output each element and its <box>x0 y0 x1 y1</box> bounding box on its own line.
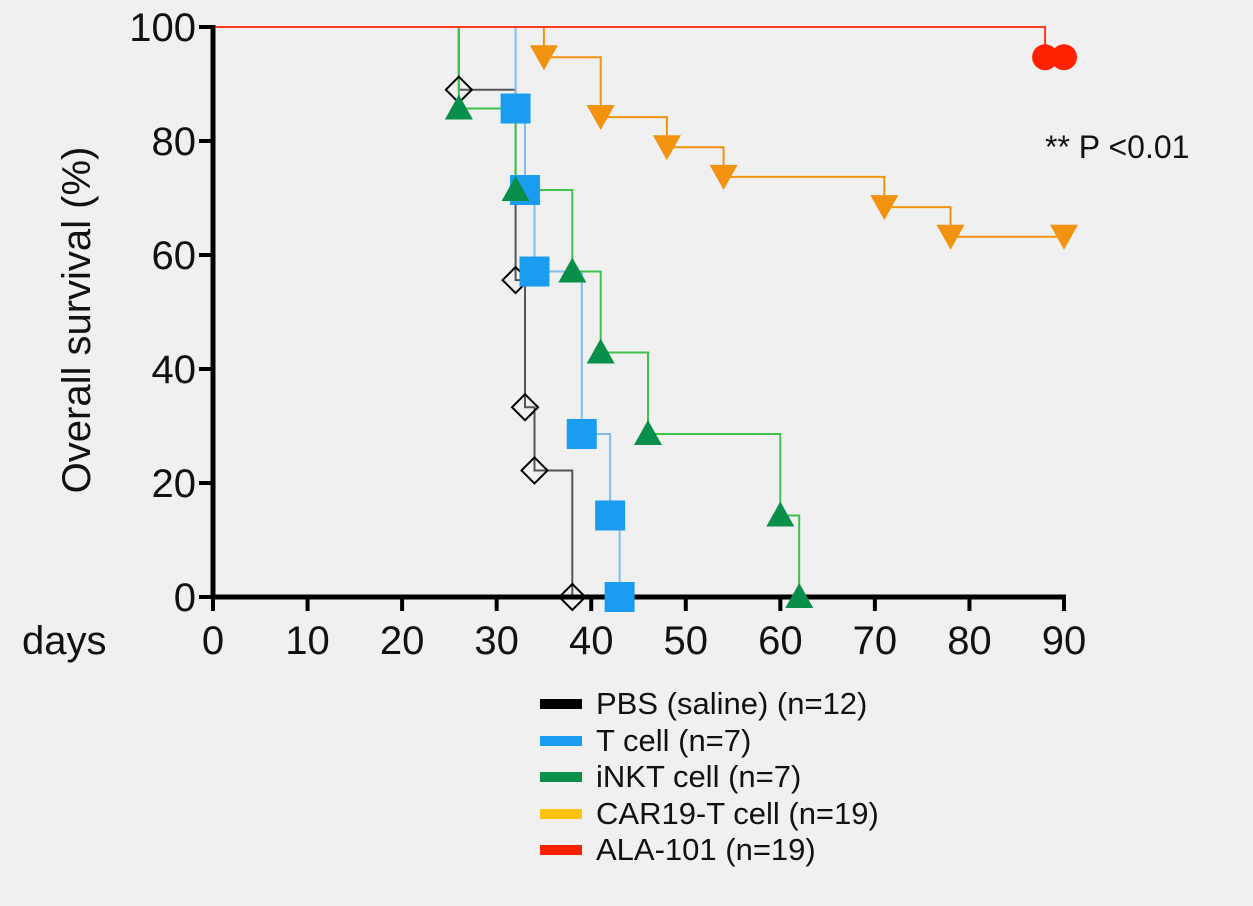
legend-label: T cell (n=7) <box>596 722 752 758</box>
x-tick-label: 40 <box>569 619 614 663</box>
legend-label: ALA-101 (n=19) <box>596 832 816 867</box>
legend-swatch <box>540 808 582 819</box>
data-point-triangle-up <box>766 501 795 527</box>
series-line-4 <box>213 26 1064 59</box>
data-point-square <box>500 93 531 124</box>
x-tick-label: 10 <box>285 619 330 663</box>
x-tick-label: 90 <box>1042 619 1087 663</box>
x-axis-title: days <box>22 619 107 663</box>
data-point-triangle-up <box>785 583 814 608</box>
legend-label: iNKT cell (n=7) <box>596 759 802 794</box>
data-point-diamond-open <box>510 392 540 422</box>
data-point-square <box>604 582 635 612</box>
legend-item: iNKT cell (n=7) <box>540 759 879 796</box>
legend-item: ALA-101 (n=19) <box>540 832 879 869</box>
y-tick-label: 80 <box>152 120 197 164</box>
data-point-square <box>595 500 626 531</box>
x-tick-label: 20 <box>380 619 425 663</box>
data-point-triangle-up <box>633 419 662 445</box>
x-tick-label: 60 <box>758 619 803 663</box>
y-tick-label: 100 <box>129 6 196 50</box>
legend-item: PBS (saline) (n=12) <box>540 686 879 723</box>
data-point-square <box>566 418 597 449</box>
x-tick-label: 50 <box>664 619 709 663</box>
legend-item: CAR19-T cell (n=19) <box>540 796 879 833</box>
data-point-triangle-down <box>936 224 965 250</box>
data-point-circle <box>1051 44 1077 71</box>
series-line-1 <box>213 26 621 597</box>
data-point-triangle-down <box>1050 224 1078 250</box>
y-tick-label: 20 <box>152 462 197 506</box>
x-tick-label: 0 <box>202 619 224 663</box>
legend-label: PBS (saline) (n=12) <box>596 686 868 721</box>
data-point-triangle-down <box>586 105 615 131</box>
legend-label: CAR19-T cell (n=19) <box>596 795 879 831</box>
legend-swatch <box>540 845 582 856</box>
data-point-triangle-up <box>444 94 473 120</box>
y-axis-title: Overall survival (%) <box>55 147 99 494</box>
series-line-3 <box>213 26 1064 238</box>
p-value-annotation: ** P <0.01 <box>1045 129 1189 165</box>
data-point-triangle-down <box>652 135 681 161</box>
x-tick-label: 80 <box>947 619 992 663</box>
y-tick-label: 0 <box>174 576 196 620</box>
series-layer <box>213 26 1064 597</box>
legend-swatch <box>540 735 582 746</box>
data-point-triangle-down <box>870 195 899 221</box>
data-point-diamond-open <box>520 456 549 485</box>
y-tick-label: 60 <box>152 234 197 278</box>
data-point-circle <box>1032 44 1059 71</box>
data-point-square <box>519 256 550 287</box>
data-point-triangle-down <box>529 45 558 71</box>
legend-swatch <box>540 699 582 710</box>
legend-item: T cell (n=7) <box>540 723 879 760</box>
x-tick-label: 70 <box>853 619 898 663</box>
y-tick-label: 40 <box>152 348 197 392</box>
data-point-triangle-up <box>558 257 587 283</box>
series-line-2 <box>213 26 801 597</box>
data-point-triangle-down <box>709 164 738 190</box>
marker-layer <box>444 44 1078 612</box>
legend: PBS (saline) (n=12) T cell (n=7) iNKT cell… <box>540 686 879 869</box>
x-tick-label: 30 <box>474 619 519 663</box>
data-point-triangle-up <box>501 176 530 202</box>
axes-layer: 0 20 40 60 80 100 0 10 20 30 40 50 60 70 80 90 <box>129 6 1086 663</box>
legend-swatch <box>540 772 582 783</box>
data-point-diamond-open <box>557 582 587 612</box>
data-point-triangle-up <box>586 338 615 364</box>
